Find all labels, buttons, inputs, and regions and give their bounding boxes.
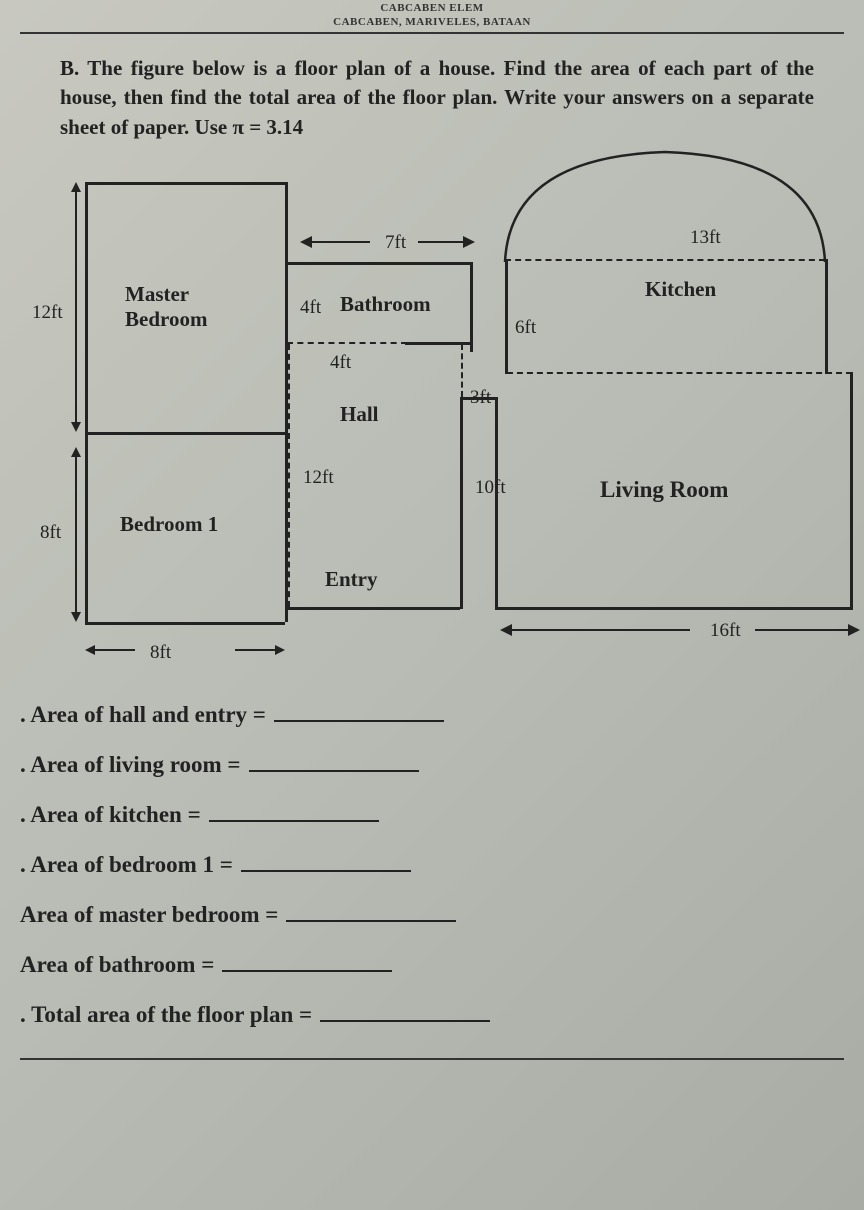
arrow-7ft [300,232,475,252]
school-header-2: CABCABEN, MARIVELES, BATAAN [20,14,844,28]
instruction-text: B. The figure below is a floor plan of a… [20,54,844,152]
line [470,262,473,352]
dashed-line [287,342,407,344]
floor-plan-diagram: MasterBedroom Bedroom 1 Bathroom Hall En… [30,172,850,662]
line [825,259,828,374]
question-6: Area of bathroom = [20,952,834,978]
arrow-16ft [500,620,860,640]
dim-12ft-hall: 12ft [303,467,334,489]
dim-3ft: 3ft [470,387,491,409]
kitchen-arc [475,142,850,272]
line [495,607,853,610]
dim-12ft-left: 12ft [32,302,63,324]
section-label: B. [60,56,79,80]
blank [249,770,419,772]
q1-text: . Area of hall and entry = [20,702,266,728]
q6-text: Area of bathroom = [20,952,214,978]
blank [209,820,379,822]
line [85,182,285,185]
instruction-body: The figure below is a floor plan of a ho… [60,56,814,139]
line [505,259,508,374]
worksheet-page: CABCABEN ELEM CABCABEN, MARIVELES, BATAA… [0,0,864,1060]
question-2: . Area of living room = [20,752,834,778]
dim-13ft: 13ft [690,227,721,249]
dashed-line [288,344,290,607]
blank [222,970,392,972]
line [85,432,285,435]
arrow-8ft-bottom [85,642,285,658]
blank [241,870,411,872]
question-3: . Area of kitchen = [20,802,834,828]
question-7: . Total area of the floor plan = [20,1002,834,1028]
question-4: . Area of bedroom 1 = [20,852,834,878]
line [460,397,463,609]
dim-8ft-left: 8ft [40,522,61,544]
q2-text: . Area of living room = [20,752,241,778]
q4-text: . Area of bedroom 1 = [20,852,233,878]
questions-list: . Area of hall and entry = . Area of liv… [20,692,844,1028]
q7-text: . Total area of the floor plan = [20,1002,312,1028]
line [85,622,285,625]
q5-text: Area of master bedroom = [20,902,278,928]
label-kitchen: Kitchen [645,277,716,302]
question-1: . Area of hall and entry = [20,702,834,728]
label-master-bedroom: MasterBedroom [125,282,207,332]
question-5: Area of master bedroom = [20,902,834,928]
school-header-1: CABCABEN ELEM [20,0,844,14]
label-living-room: Living Room [600,477,728,503]
label-hall: Hall [340,402,379,427]
dim-10ft: 10ft [475,477,506,499]
dashed-line [505,259,825,261]
arrow-12ft [68,182,84,432]
bottom-divider [20,1058,844,1060]
blank [320,1020,490,1022]
blank [286,920,456,922]
dim-4ft-hall: 4ft [330,352,351,374]
label-bedroom1: Bedroom 1 [120,512,218,537]
line [285,607,460,610]
line [495,397,498,607]
dashed-line [461,344,463,397]
q3-text: . Area of kitchen = [20,802,201,828]
dim-6ft: 6ft [515,317,536,339]
dashed-line [507,372,852,374]
label-bathroom: Bathroom [340,292,431,317]
line [850,372,853,609]
blank [274,720,444,722]
line [285,262,470,265]
label-entry: Entry [325,567,378,592]
dim-4ft-bath: 4ft [300,297,321,319]
header-divider [20,32,844,34]
line [85,182,88,622]
arrow-8ft-left [68,447,84,622]
